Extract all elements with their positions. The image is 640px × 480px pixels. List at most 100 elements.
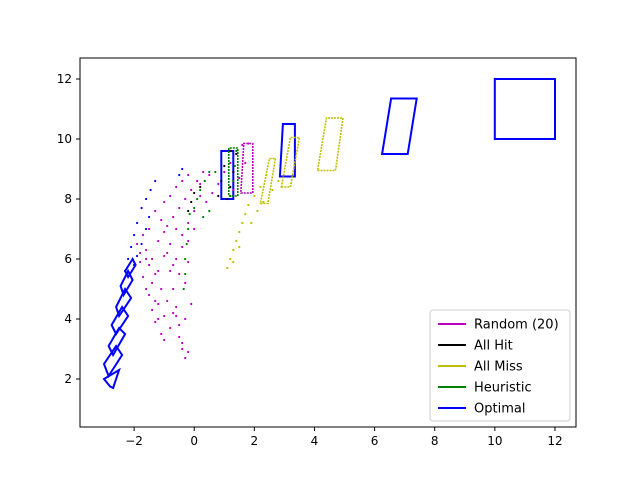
point-s2-16 — [232, 260, 235, 264]
point-s3-12 — [202, 215, 205, 219]
point-s1-0 — [217, 194, 220, 198]
point-s0-53 — [232, 188, 235, 192]
point-s2-17 — [238, 245, 241, 249]
point-s0-24 — [166, 224, 169, 228]
point-s1-1 — [220, 179, 223, 183]
point-s0-80 — [145, 257, 148, 261]
point-s2-15 — [277, 179, 280, 183]
point-s4-8 — [154, 179, 157, 183]
legend-label: All Miss — [474, 360, 523, 375]
point-s4-0 — [124, 269, 127, 273]
point-s0-83 — [181, 347, 184, 351]
box-12 — [239, 142, 254, 194]
point-s3-8 — [203, 179, 206, 183]
point-s1-5 — [232, 170, 235, 174]
point-s3-9 — [208, 170, 211, 174]
box-10 — [493, 78, 556, 140]
point-s0-81 — [139, 251, 142, 255]
point-s0-4 — [157, 317, 160, 321]
point-s1-7 — [226, 197, 229, 201]
point-s0-32 — [199, 194, 202, 198]
point-s0-29 — [196, 179, 199, 183]
box-4 — [115, 287, 133, 319]
legend-label: All Hit — [474, 339, 513, 354]
point-s0-68 — [169, 242, 172, 246]
point-s1-6 — [229, 185, 232, 189]
point-s0-64 — [184, 281, 187, 285]
point-s0-47 — [229, 161, 232, 165]
point-s3-10 — [214, 170, 217, 174]
point-s0-78 — [187, 239, 190, 243]
point-s0-21 — [187, 350, 190, 354]
data-points — [124, 142, 280, 360]
point-s0-36 — [160, 218, 163, 222]
point-s0-11 — [139, 260, 142, 264]
point-s0-50 — [247, 142, 250, 145]
point-s4-2 — [130, 245, 133, 249]
point-s0-66 — [181, 245, 184, 249]
point-s2-4 — [238, 230, 241, 234]
x-tick-label: 8 — [431, 434, 439, 448]
point-s1-3 — [229, 149, 232, 153]
point-s0-44 — [211, 191, 214, 195]
point-s2-7 — [247, 203, 250, 207]
plot-frame — [79, 57, 577, 428]
x-tick-label: 12 — [547, 434, 562, 448]
region-boxes — [102, 78, 556, 390]
point-s0-15 — [169, 269, 172, 273]
box-8 — [278, 123, 296, 178]
point-s4-9 — [178, 173, 181, 177]
point-s0-62 — [163, 314, 166, 318]
point-s0-27 — [184, 197, 187, 201]
point-s0-19 — [181, 341, 184, 345]
point-s1-2 — [223, 164, 226, 168]
y-tick-label: 10 — [57, 132, 72, 146]
point-s3-1 — [184, 257, 187, 261]
point-s0-51 — [244, 161, 247, 165]
point-s2-14 — [271, 188, 274, 192]
box-13 — [259, 157, 277, 205]
point-s0-26 — [178, 206, 181, 210]
y-tick-label: 6 — [64, 252, 72, 266]
point-s0-40 — [175, 185, 178, 189]
point-s0-10 — [145, 287, 148, 291]
point-s0-6 — [148, 293, 151, 297]
point-s2-2 — [232, 248, 235, 252]
point-s0-49 — [241, 143, 244, 147]
point-s0-3 — [154, 299, 157, 303]
point-s0-38 — [163, 200, 166, 204]
point-s3-3 — [187, 227, 190, 231]
point-s0-17 — [175, 305, 178, 309]
point-s2-6 — [244, 212, 247, 216]
legend: Random (20) All Hit All Miss Heuristic Optim… — [429, 309, 571, 422]
point-s0-12 — [157, 239, 160, 243]
point-s4-4 — [136, 221, 139, 225]
point-s4-12 — [133, 263, 136, 267]
point-s0-39 — [169, 194, 172, 198]
point-s2-11 — [250, 221, 253, 225]
legend-label: Optimal — [474, 402, 525, 417]
point-s4-1 — [127, 257, 130, 261]
point-s3-0 — [184, 272, 187, 276]
point-s2-9 — [259, 185, 262, 189]
point-s0-30 — [202, 170, 205, 174]
point-s0-35 — [181, 233, 184, 237]
point-s0-42 — [187, 173, 190, 177]
point-s3-16 — [235, 149, 238, 153]
x-axis-ticks: −2 0 2 4 6 8 10 12 — [125, 427, 563, 448]
point-s0-34 — [187, 221, 190, 225]
point-s0-25 — [172, 215, 175, 219]
point-s0-22 — [178, 335, 181, 339]
point-s0-43 — [205, 200, 208, 204]
point-s3-4 — [188, 212, 191, 216]
point-s0-1 — [148, 263, 151, 267]
point-s0-16 — [172, 287, 175, 291]
box-1 — [102, 344, 124, 379]
legend-label: Heuristic — [474, 381, 532, 396]
point-s0-41 — [181, 179, 184, 183]
y-tick-label: 4 — [64, 312, 72, 326]
point-s0-2 — [151, 281, 154, 285]
y-tick-label: 12 — [57, 72, 72, 86]
box-11 — [228, 147, 239, 197]
